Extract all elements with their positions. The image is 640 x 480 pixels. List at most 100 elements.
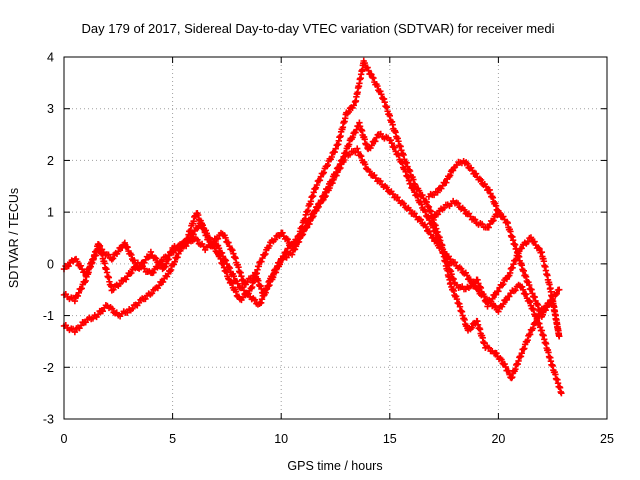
data-point: [330, 176, 337, 183]
data-point: [222, 234, 229, 242]
data-point: [410, 176, 417, 183]
data-point: [78, 285, 85, 292]
data-point: [354, 145, 361, 152]
data-point: [258, 295, 266, 303]
data-point: [419, 191, 426, 199]
data-point: [74, 292, 82, 300]
data-point: [291, 246, 299, 253]
data-point: [423, 198, 430, 206]
data-point: [374, 82, 381, 90]
data-point: [105, 251, 112, 258]
data-point: [142, 295, 149, 303]
data-point: [361, 161, 369, 168]
data-point: [350, 102, 358, 109]
data-point: [433, 238, 441, 245]
data-point: [331, 148, 338, 156]
data-point: [536, 245, 543, 252]
data-point: [506, 293, 513, 300]
data-point: [427, 231, 435, 238]
data-point: [447, 255, 454, 263]
data-point: [128, 251, 135, 259]
y-tick-label: -2: [43, 361, 54, 375]
data-point: [232, 288, 240, 295]
data-point: [316, 177, 324, 184]
data-point: [229, 247, 236, 254]
data-point: [391, 144, 398, 151]
data-point: [148, 290, 156, 297]
data-point: [218, 249, 226, 257]
data-point: [119, 244, 126, 252]
data-point: [388, 139, 395, 147]
data-point: [377, 88, 384, 95]
data-point: [402, 168, 409, 176]
data-point: [134, 259, 142, 266]
data-point: [503, 296, 511, 304]
data-point: [65, 262, 72, 270]
y-axis-label: SDTVAR / TECUs: [7, 188, 21, 288]
data-point: [110, 286, 117, 293]
data-point: [485, 224, 492, 231]
data-point: [225, 239, 232, 246]
data-point: [429, 221, 436, 228]
data-point: [244, 278, 251, 286]
data-point: [124, 243, 131, 251]
data-point: [526, 331, 534, 338]
data-point: [536, 320, 543, 327]
data-point: [226, 264, 234, 272]
data-point: [472, 170, 480, 177]
data-point: [489, 295, 496, 303]
data-point: [299, 231, 307, 238]
series-track-2: [60, 119, 563, 382]
data-point: [94, 311, 102, 318]
data-point: [418, 201, 425, 208]
data-point: [75, 289, 83, 296]
y-tick-label: 4: [47, 51, 54, 65]
data-point: [368, 142, 375, 149]
data-point: [492, 302, 499, 310]
data-point: [518, 283, 526, 291]
data-point: [357, 153, 365, 160]
data-point: [527, 234, 535, 241]
data-point: [129, 305, 136, 312]
data-point: [329, 179, 336, 187]
data-point: [121, 239, 129, 247]
x-axis-label: GPS time / hours: [287, 459, 382, 473]
data-point: [542, 306, 549, 314]
data-point: [539, 311, 547, 319]
data-point: [490, 217, 497, 224]
data-point: [155, 282, 163, 289]
data-point: [288, 251, 296, 258]
data-point: [321, 194, 328, 201]
data-point: [531, 238, 538, 245]
data-point: [150, 269, 157, 276]
data-point: [258, 258, 265, 265]
data-point: [521, 345, 528, 352]
data-point: [228, 280, 236, 287]
data-point: [518, 349, 525, 357]
data-point: [332, 145, 339, 152]
data-point: [230, 272, 238, 280]
data-point: [214, 235, 222, 242]
data-point: [552, 291, 559, 299]
data-point: [274, 263, 281, 270]
data-point: [262, 250, 269, 258]
data-point: [482, 183, 490, 190]
data-point: [522, 291, 530, 298]
data-point: [283, 235, 290, 242]
data-point: [407, 180, 414, 187]
y-tick-label: 3: [47, 102, 54, 116]
data-point: [372, 138, 379, 145]
data-point: [277, 258, 284, 266]
data-point: [108, 305, 116, 312]
data-point: [399, 160, 406, 167]
data-point: [270, 271, 277, 278]
data-point: [77, 262, 85, 269]
data-point: [99, 308, 106, 315]
x-tick-label: 10: [274, 432, 288, 446]
data-point: [151, 254, 158, 261]
series-track-3: [60, 145, 565, 397]
data-point: [195, 224, 202, 231]
data-point: [245, 290, 252, 297]
data-point: [341, 156, 348, 164]
data-point: [266, 242, 273, 250]
